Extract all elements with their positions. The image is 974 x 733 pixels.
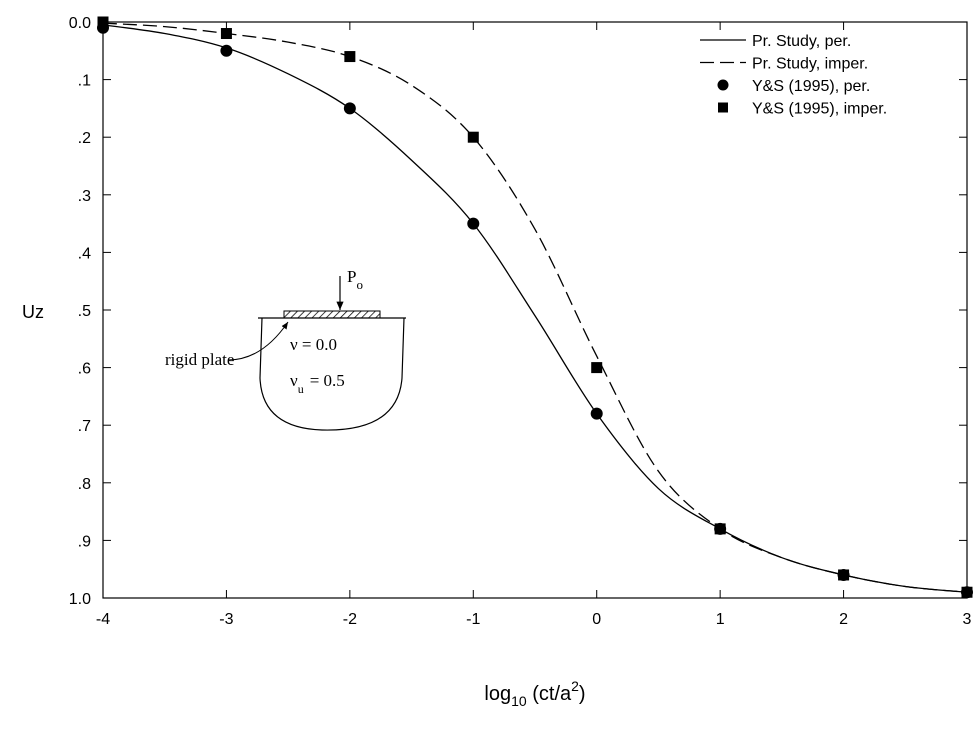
x-tick-label: -3 xyxy=(219,611,233,628)
line-series xyxy=(102,22,968,593)
circle-marker xyxy=(343,102,356,115)
square-marker xyxy=(220,28,232,40)
y-tick-label: .3 xyxy=(78,188,91,205)
y-tick-label: .5 xyxy=(78,303,91,320)
load-label: Po xyxy=(347,267,363,292)
nu-u: ν xyxy=(290,371,298,390)
legend-swatch xyxy=(718,102,728,113)
y-tick-label: .2 xyxy=(78,130,91,147)
y-tick-label: .4 xyxy=(78,245,91,262)
load-sub: o xyxy=(356,277,363,292)
y-tick-label: .1 xyxy=(78,73,91,90)
nu-u-label: νu = 0.5 xyxy=(290,371,345,396)
square-marker xyxy=(961,586,973,598)
x-axis-label: log10 (ct/a2) xyxy=(484,678,585,709)
load-text: P xyxy=(347,267,356,286)
x-label-part: (ct/a xyxy=(527,683,572,705)
y-axis-label: Uz xyxy=(22,302,44,322)
circle-marker xyxy=(590,407,603,420)
nu-u-val: = 0.5 xyxy=(310,371,345,390)
x-label-sup: 2 xyxy=(571,678,579,694)
legend-label: Y&S (1995), per. xyxy=(752,78,870,95)
x-tick-label: -4 xyxy=(96,611,110,628)
x-label-part: ) xyxy=(579,683,586,705)
square-marker xyxy=(714,523,726,535)
plate-label: rigid plate xyxy=(165,350,234,369)
inset-diagram: Po rigid plate ν = 0.0 νu = 0.5 xyxy=(165,267,406,431)
nu-label: ν = 0.0 xyxy=(290,335,337,354)
x-label-part: log xyxy=(484,683,511,705)
x-label-sub: 10 xyxy=(511,693,527,709)
y-tick-label: .6 xyxy=(78,361,91,378)
x-tick-label: -2 xyxy=(343,611,357,628)
x-tick-label: -1 xyxy=(466,611,480,628)
soil-body xyxy=(259,317,405,431)
square-marker xyxy=(838,569,850,581)
x-tick-label: 3 xyxy=(963,611,972,628)
square-marker xyxy=(344,51,356,63)
y-tick-label: 0.0 xyxy=(69,15,91,32)
y-tick-label: 1.0 xyxy=(69,591,91,608)
circle-marker xyxy=(467,217,480,230)
legend-label: Pr. Study, imper. xyxy=(752,56,868,73)
legend-swatch xyxy=(717,79,729,91)
nu-u-sub: u xyxy=(298,382,304,396)
y-tick-label: .8 xyxy=(78,476,91,493)
square-marker xyxy=(97,16,109,28)
legend-label: Pr. Study, per. xyxy=(752,33,851,50)
square-marker xyxy=(467,131,479,143)
x-tick-label: 1 xyxy=(716,611,725,628)
y-tick-label: .9 xyxy=(78,533,91,550)
rigid-plate xyxy=(283,310,381,319)
x-tick-label: 2 xyxy=(839,611,848,628)
plate-leader xyxy=(227,321,289,361)
square-marker xyxy=(591,362,603,374)
x-tick-label: 0 xyxy=(592,611,601,628)
y-tick-label: .7 xyxy=(78,418,91,435)
circle-marker xyxy=(220,44,233,57)
legend-label: Y&S (1995), imper. xyxy=(752,101,887,118)
